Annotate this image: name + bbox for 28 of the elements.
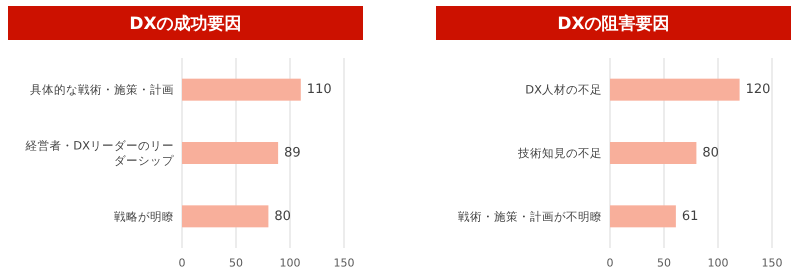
- bar: [610, 142, 696, 164]
- y-tick-label: 技術知見の不足: [517, 146, 602, 160]
- y-tick-label: DX人材の不足: [525, 82, 602, 97]
- data-label: 80: [702, 146, 719, 160]
- bar: [182, 78, 301, 101]
- x-tick-label: 0: [178, 256, 186, 270]
- bar: [182, 142, 278, 164]
- chart-title: DXの成功要因: [129, 14, 242, 34]
- x-tick-label: 50: [657, 256, 671, 270]
- bar: [182, 205, 268, 228]
- data-label: 89: [284, 146, 301, 160]
- bar: [610, 205, 676, 228]
- bar: [610, 78, 740, 101]
- x-tick-label: 50: [229, 256, 243, 270]
- data-label: 80: [274, 208, 291, 224]
- x-tick-label: 150: [334, 256, 354, 270]
- data-label: 110: [306, 82, 332, 98]
- chart-title: DXの阻害要因: [557, 14, 670, 34]
- y-tick-label: 具体的な戦術・施策・計画: [30, 82, 174, 97]
- data-label: 120: [746, 82, 770, 98]
- y-tick-label: 経営者・DXリーダーのリーダーシップ: [24, 138, 175, 168]
- x-tick-label: 0: [606, 256, 614, 270]
- x-tick-label: 100: [708, 256, 728, 270]
- y-tick-label: 戦略が明瞭: [114, 209, 174, 224]
- y-tick-label: 戦術・施策・計画が不明瞭: [458, 209, 602, 224]
- x-tick-label: 150: [762, 256, 782, 270]
- data-label: 61: [682, 208, 698, 224]
- x-tick-label: 100: [280, 256, 300, 270]
